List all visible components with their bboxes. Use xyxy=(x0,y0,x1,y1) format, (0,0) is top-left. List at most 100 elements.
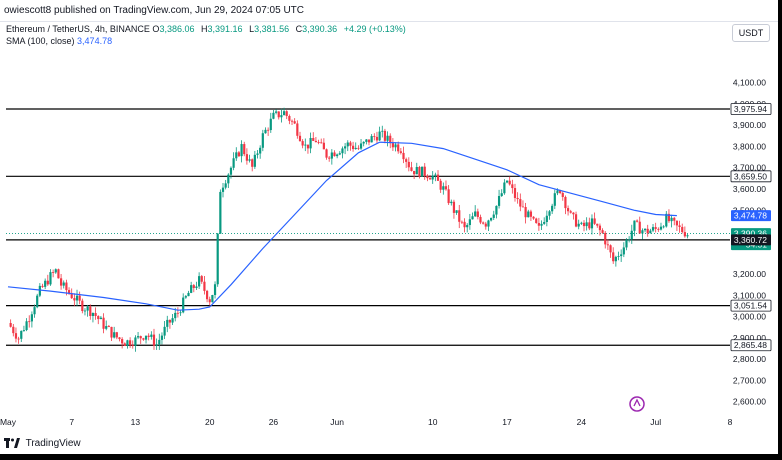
candle xyxy=(572,212,575,220)
candle-body xyxy=(389,135,392,144)
candle xyxy=(683,226,686,238)
candle-body xyxy=(593,218,596,224)
candle xyxy=(243,141,246,157)
candle xyxy=(681,223,684,234)
candle-body xyxy=(373,136,376,137)
candle-body xyxy=(224,183,227,188)
candle-body xyxy=(274,111,278,113)
candle-body xyxy=(290,120,294,122)
candle xyxy=(152,328,156,350)
candle xyxy=(670,214,673,228)
x-tick-label: 17 xyxy=(502,417,512,427)
candle xyxy=(389,133,392,149)
candle-body xyxy=(463,221,466,228)
candle xyxy=(227,173,230,189)
candle-body xyxy=(184,296,187,298)
candle-body xyxy=(556,190,559,194)
publish-line: owiescott8 published on TradingView.com,… xyxy=(4,5,304,16)
candle-body xyxy=(330,152,333,159)
candle xyxy=(44,278,47,290)
candle xyxy=(394,142,397,152)
candle xyxy=(330,149,333,165)
candle-body xyxy=(420,166,424,177)
candle xyxy=(144,335,148,344)
candle xyxy=(290,119,294,125)
candle-body xyxy=(317,142,320,143)
candle xyxy=(229,166,233,179)
candle xyxy=(497,189,501,209)
candle xyxy=(569,209,572,214)
candle xyxy=(325,148,328,160)
candle-body xyxy=(399,151,402,153)
candle xyxy=(139,335,142,344)
candle xyxy=(378,126,381,141)
candle xyxy=(399,148,402,155)
candle-body xyxy=(588,222,591,229)
candle xyxy=(495,205,498,219)
candle xyxy=(168,319,172,329)
footer: TradingView xyxy=(0,434,782,454)
candle-body xyxy=(179,312,182,314)
candle xyxy=(540,220,543,231)
candle xyxy=(386,131,389,147)
candle-body xyxy=(386,135,389,141)
sma-value: 3,474.78 xyxy=(77,36,113,46)
candle-body xyxy=(476,211,479,217)
candle-body xyxy=(490,217,493,221)
candle-body xyxy=(657,228,660,230)
candle-body xyxy=(383,130,387,141)
candle-body xyxy=(256,153,259,155)
candle-body xyxy=(36,295,39,308)
candle-body xyxy=(452,201,456,213)
candle xyxy=(585,217,588,231)
level-tag-1-text: 3,659.50 xyxy=(734,171,767,181)
candle xyxy=(551,203,554,215)
candle-body xyxy=(559,190,562,193)
candle-body xyxy=(229,167,233,175)
brand-name[interactable]: TradingView xyxy=(25,438,81,449)
candle xyxy=(362,141,365,147)
candle xyxy=(12,323,15,337)
candle xyxy=(410,161,413,172)
y-tick-label: 2,900.00 xyxy=(733,333,766,343)
candle-body xyxy=(635,220,639,222)
candle-body xyxy=(553,193,556,206)
candle-body xyxy=(25,321,28,331)
currency-selector[interactable]: USDT xyxy=(732,24,770,42)
candle xyxy=(659,222,663,231)
candle xyxy=(288,114,291,125)
candle xyxy=(232,152,235,171)
candle-body xyxy=(426,175,429,179)
candle xyxy=(338,151,341,156)
candle xyxy=(596,223,599,228)
sma-label[interactable]: SMA (100, close) xyxy=(6,36,75,46)
candle xyxy=(545,210,548,227)
candle xyxy=(500,189,503,197)
candle xyxy=(423,163,426,180)
candle xyxy=(383,128,387,144)
x-tick-label: 24 xyxy=(577,417,587,427)
candle-body xyxy=(667,213,671,222)
candle xyxy=(259,145,262,159)
candle xyxy=(49,269,52,286)
candle-body xyxy=(131,345,134,347)
candles-layer xyxy=(9,107,689,352)
candle xyxy=(622,242,625,258)
candle xyxy=(527,209,530,218)
x-tick-label: 26 xyxy=(269,417,279,427)
candle xyxy=(609,244,612,258)
candle-body xyxy=(683,232,686,237)
y-tick-label: 2,600.00 xyxy=(733,397,766,407)
candle xyxy=(450,199,453,206)
candle-body xyxy=(285,111,288,116)
candle xyxy=(147,333,150,341)
candle xyxy=(320,138,323,144)
candle xyxy=(463,218,466,233)
candle xyxy=(240,140,243,163)
candle-body xyxy=(633,220,636,231)
candle xyxy=(59,273,63,290)
candle xyxy=(205,289,209,303)
candle xyxy=(630,224,633,244)
symbol-name[interactable]: Ethereum / TetherUS, 4h, BINANCE xyxy=(6,24,150,34)
